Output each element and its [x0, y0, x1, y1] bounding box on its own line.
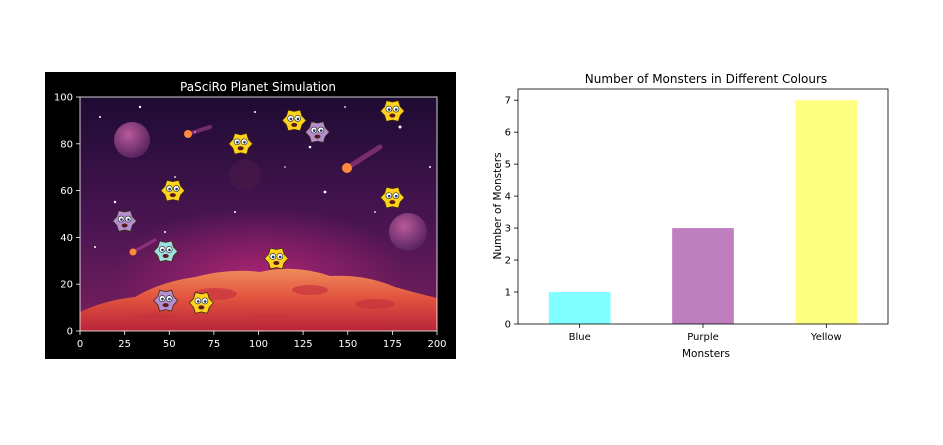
space-background — [80, 97, 437, 331]
y-tick-label: 0 — [67, 327, 73, 338]
x-tick-label: Yellow — [810, 332, 842, 343]
y-tick-label: 80 — [60, 139, 73, 150]
x-tick-label: Blue — [569, 332, 591, 343]
blue-monster-icon — [153, 240, 179, 263]
purple-planet-right — [389, 213, 427, 251]
y-tick-label: 5 — [505, 160, 511, 171]
x-tick-label: 175 — [383, 339, 402, 350]
yellow-monster-icon — [228, 132, 254, 155]
purple-monster-icon — [153, 289, 179, 312]
monster-markers — [112, 100, 405, 314]
bar-x-axis-label: Monsters — [682, 348, 730, 360]
simulation-title: PaSciRo Planet Simulation — [180, 80, 336, 94]
y-tick-label: 60 — [60, 186, 73, 197]
yellow-monster-icon — [263, 247, 289, 270]
purple-monster-icon — [112, 210, 138, 232]
y-tick-label: 3 — [505, 224, 511, 235]
y-tick-label: 7 — [505, 96, 511, 107]
simulation-axes: 0 25 50 75 100 125 150 175 200 0 20 40 60 80 100 — [54, 93, 447, 351]
bar-yellow — [795, 100, 858, 324]
x-tick-label: 25 — [118, 339, 131, 350]
simulation-chart: PaSciRo Planet Simulation — [54, 80, 447, 351]
y-tick-label: 4 — [505, 192, 511, 203]
yellow-monster-icon — [188, 292, 214, 314]
y-tick-label: 20 — [60, 280, 73, 291]
bar-plot-frame — [517, 88, 889, 325]
x-tick-label: 0 — [77, 339, 83, 350]
meteors — [129, 125, 383, 256]
yellow-monster-icon — [379, 100, 405, 122]
bar-chart-title: Number of Monsters in Different Colours — [585, 72, 827, 86]
bar-y-axis-label: Number of Monsters — [492, 153, 504, 260]
y-tick-label: 40 — [60, 233, 73, 244]
yellow-monster-icon — [281, 109, 307, 132]
purple-planet-far — [229, 159, 261, 191]
y-tick-label: 2 — [505, 256, 511, 267]
bar-blue — [548, 292, 611, 324]
yellow-monster-icon — [379, 186, 405, 209]
simulation-panel: PaSciRo Planet Simulation — [45, 72, 456, 359]
y-tick-label: 6 — [505, 128, 511, 139]
monster-colour-bar-chart: Number of Monsters in Different Colours … — [492, 72, 889, 360]
bars — [548, 100, 858, 324]
x-tick-label: 150 — [338, 339, 357, 350]
purple-monster-icon — [304, 121, 330, 143]
x-tick-label: 50 — [163, 339, 176, 350]
x-tick-label: Purple — [687, 332, 719, 343]
craters — [131, 285, 395, 323]
y-tick-label: 0 — [505, 320, 511, 331]
x-tick-label: 75 — [208, 339, 221, 350]
bar-purple — [672, 228, 734, 324]
x-tick-label: 125 — [294, 339, 313, 350]
bar-chart-axes: Blue Purple Yellow 0 1 2 3 4 5 6 7 — [505, 96, 842, 343]
x-tick-label: 200 — [427, 339, 446, 350]
x-tick-label: 100 — [249, 339, 268, 350]
y-tick-label: 100 — [54, 93, 73, 104]
yellow-monster-icon — [160, 179, 186, 202]
y-tick-label: 1 — [505, 288, 511, 299]
purple-planet — [114, 122, 150, 158]
